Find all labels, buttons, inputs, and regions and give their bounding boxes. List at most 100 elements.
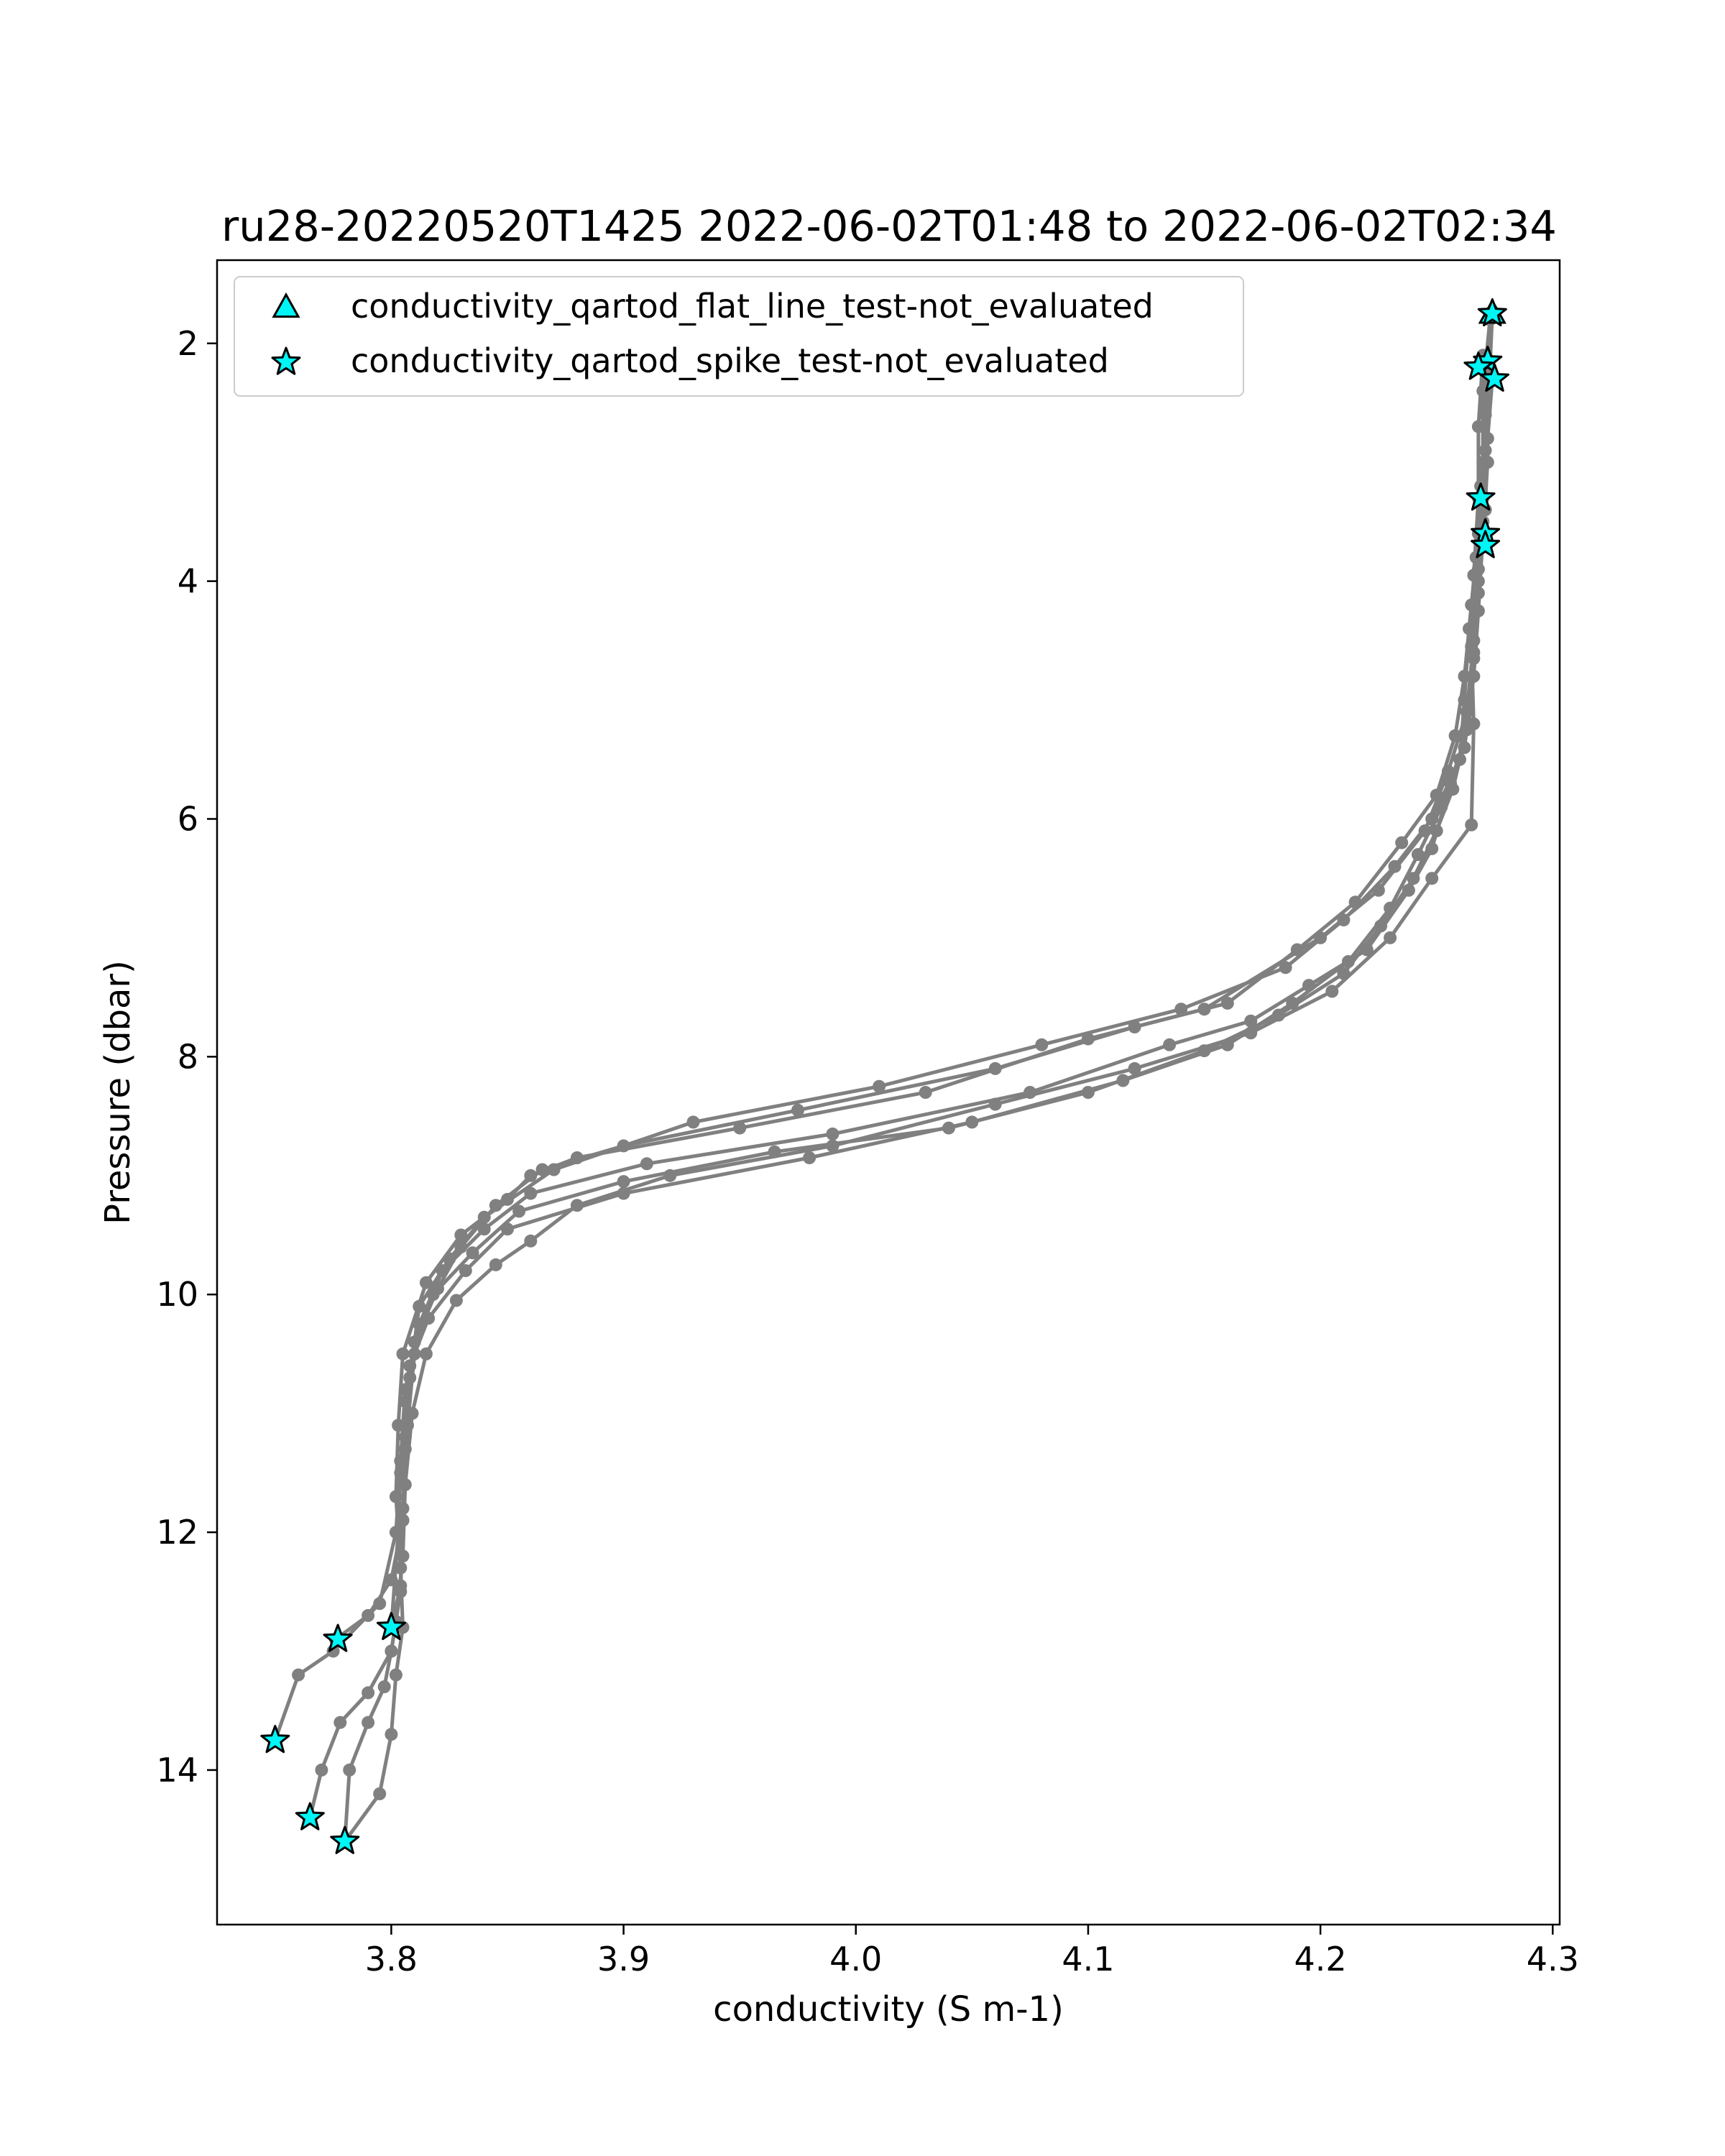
data-point [1244,1014,1258,1028]
data-point [1337,913,1351,927]
data-point [292,1668,305,1682]
data-point [1174,1003,1188,1016]
y-tick-label: 2 [178,324,198,363]
data-point [385,1728,398,1741]
data-point [1481,456,1494,469]
data-point [1163,1038,1177,1051]
data-point [1341,955,1355,968]
data-point [1465,818,1478,831]
data-point [1471,604,1485,617]
data-point [405,1406,419,1420]
legend-triangle-marker [272,292,300,318]
data-point [362,1686,375,1700]
x-tick-label: 4.1 [1062,1940,1114,1978]
spike-flag-marker [1466,482,1496,511]
data-point [403,1359,417,1373]
star-icon [271,346,301,375]
x-tick-label: 3.8 [365,1940,418,1978]
data-point [389,1526,402,1539]
x-tick-label: 4.2 [1294,1940,1347,1978]
plot-area [216,259,1561,1926]
spike-flag-marker [1471,530,1501,558]
spike-flag-marker [260,1725,290,1754]
data-point [965,1115,979,1129]
data-point [1425,872,1439,885]
data-point [1116,1074,1130,1087]
data-point [396,1514,410,1527]
data-point [1435,801,1448,814]
data-point [1286,996,1300,1010]
data-point [535,1163,549,1176]
profile-series-6 [385,313,1496,1634]
legend-box [234,276,1244,397]
data-point [385,1573,398,1587]
data-point [803,1151,816,1164]
data-point [873,1079,886,1093]
data-point [436,1264,449,1278]
x-tick-label: 4.3 [1527,1940,1579,1978]
data-point [826,1127,840,1141]
y-tick-label: 4 [178,562,198,601]
data-point [489,1258,502,1271]
data-point [640,1157,653,1171]
data-point [419,1347,433,1360]
data-point [617,1187,630,1200]
data-point [315,1763,328,1777]
data-point [1411,848,1425,862]
data-point [524,1187,538,1200]
data-point [1478,443,1492,457]
data-point [988,1097,1002,1111]
data-point [1220,996,1234,1010]
y-tick-label: 8 [178,1037,198,1076]
x-tick-label: 4.0 [829,1940,882,1978]
data-point [362,1715,375,1729]
data-point [454,1228,468,1242]
data-point [398,1430,412,1444]
data-point [547,1163,561,1176]
spike-flag-marker [1480,363,1509,392]
data-point [373,1787,387,1800]
data-point [1467,670,1481,683]
data-point [413,1299,426,1313]
spike-flag-marker [295,1802,325,1830]
data-point [1220,1038,1234,1051]
y-axis: 2 4 6 8 10 12 14 [156,324,217,1789]
chart-title: ru28-20220520T1425 2022-06-02T01:48 to 2… [221,201,1557,251]
flag-marker-layer [260,298,1509,1854]
data-point [419,1276,433,1289]
spike-flag-marker [323,1623,353,1652]
data-point [1467,717,1481,731]
data-point [663,1169,677,1182]
y-axis-label: Pressure (dbar) [98,960,138,1225]
data-point [524,1234,538,1248]
data-point [1448,729,1462,742]
data-point [334,1715,347,1729]
data-point [1471,420,1485,433]
data-point [1384,901,1397,915]
data-point [385,1644,398,1658]
y-tick-label: 6 [178,800,198,839]
data-point [512,1204,526,1218]
data-point [919,1086,932,1099]
data-point [1128,1061,1141,1075]
data-point [477,1210,491,1224]
data-point [1035,1038,1049,1051]
y-tick-label: 10 [156,1275,198,1314]
spike-flag-marker [330,1825,360,1854]
data-point [373,1597,387,1611]
data-point [396,1347,410,1360]
legend-star-marker [271,346,301,375]
data-point [791,1103,804,1117]
data-point [1290,943,1304,957]
data-point [826,1139,840,1153]
data-point [1384,931,1397,944]
triangle-icon [272,292,300,318]
data-point [1128,1021,1141,1033]
data-point [1407,872,1420,885]
data-point [389,1668,402,1682]
spike-flag-marker [376,1611,406,1641]
legend-label-flat-line: conductivity_qartod_flat_line_test-not_e… [351,287,1154,326]
spike-flag-marker [1463,351,1494,380]
data-point [422,1312,436,1325]
